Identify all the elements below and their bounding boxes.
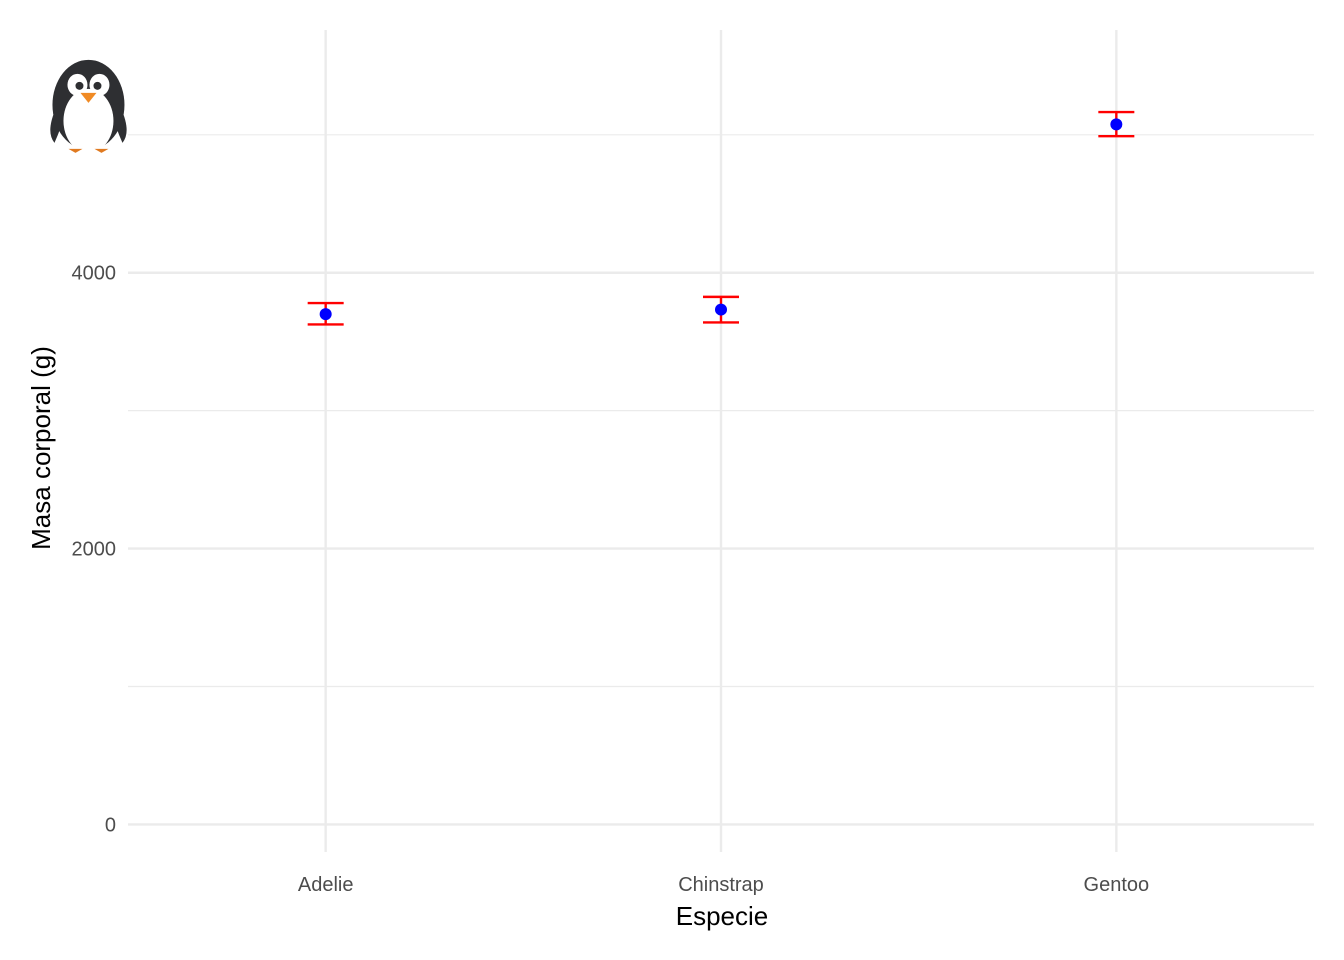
- mean-points: [319, 118, 1123, 321]
- grid: [128, 30, 1314, 852]
- y-tick-label: 2000: [72, 539, 117, 561]
- x-axis-title: Especie: [676, 901, 769, 931]
- penguin-shape: [50, 59, 127, 153]
- mean-point: [319, 308, 332, 321]
- mean-point: [1110, 118, 1123, 131]
- penguin-icon: [50, 59, 127, 153]
- x-tick-label: Adelie: [298, 874, 354, 896]
- y-axis-title: Masa corporal (g): [26, 346, 56, 550]
- y-axis-ticks: 0 2000 4000: [72, 263, 117, 837]
- x-tick-label: Chinstrap: [678, 874, 764, 896]
- x-axis-ticks: Adelie Chinstrap Gentoo: [298, 874, 1149, 896]
- mean-point: [715, 303, 727, 316]
- y-tick-label: 0: [105, 814, 116, 836]
- x-tick-label: Gentoo: [1084, 874, 1150, 896]
- y-tick-label: 4000: [72, 263, 117, 285]
- error-bars: [307, 110, 1135, 326]
